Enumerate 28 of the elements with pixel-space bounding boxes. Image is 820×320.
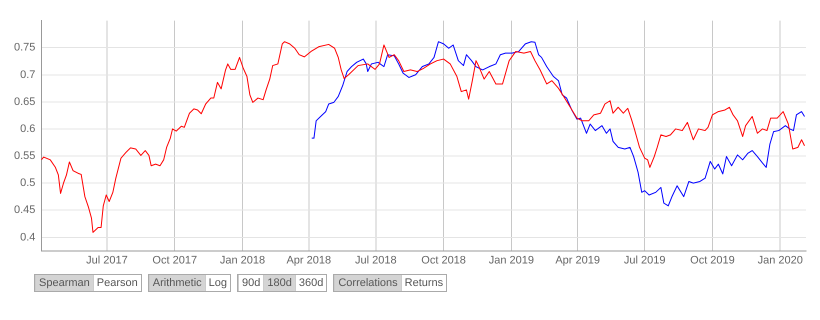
x-tick-label: Jan 2019	[488, 254, 534, 266]
x-tick-label: Jul 2019	[624, 254, 666, 266]
y-tick-label: 0.5	[20, 177, 36, 190]
y-tick-label: 0.55	[14, 150, 36, 162]
x-tick-label: Oct 2017	[152, 254, 198, 266]
text: Pearson	[92, 275, 141, 291]
text: Log	[204, 275, 230, 291]
x-tick-label: Oct 2018	[421, 254, 466, 266]
text: Spearman	[35, 275, 93, 291]
y-tick-label: 0.65	[14, 96, 36, 108]
text: 90d	[238, 275, 264, 291]
x-tick-label: Oct 2019	[690, 254, 735, 266]
text: 180d	[263, 275, 295, 291]
y-tick-label: 0.6	[20, 122, 36, 135]
x-tick-label: Jul 2017	[86, 254, 128, 266]
x-tick-label: Apr 2019	[555, 254, 600, 266]
y-tick-label: 0.4	[20, 231, 36, 244]
x-tick-label: Apr 2018	[286, 254, 332, 266]
x-tick-label: Jul 2018	[355, 254, 397, 266]
y-tick-label: 0.7	[20, 68, 36, 81]
x-tick-label: Jan 2018	[220, 254, 266, 266]
y-tick-label: 0.45	[14, 204, 36, 216]
text: Returns	[400, 275, 446, 291]
text: Arithmetic	[148, 275, 205, 291]
text: Correlations	[334, 275, 401, 291]
x-tick-label: Jan 2020	[758, 254, 803, 266]
text: 360d	[294, 275, 326, 291]
y-tick-label: 0.75	[14, 42, 36, 54]
